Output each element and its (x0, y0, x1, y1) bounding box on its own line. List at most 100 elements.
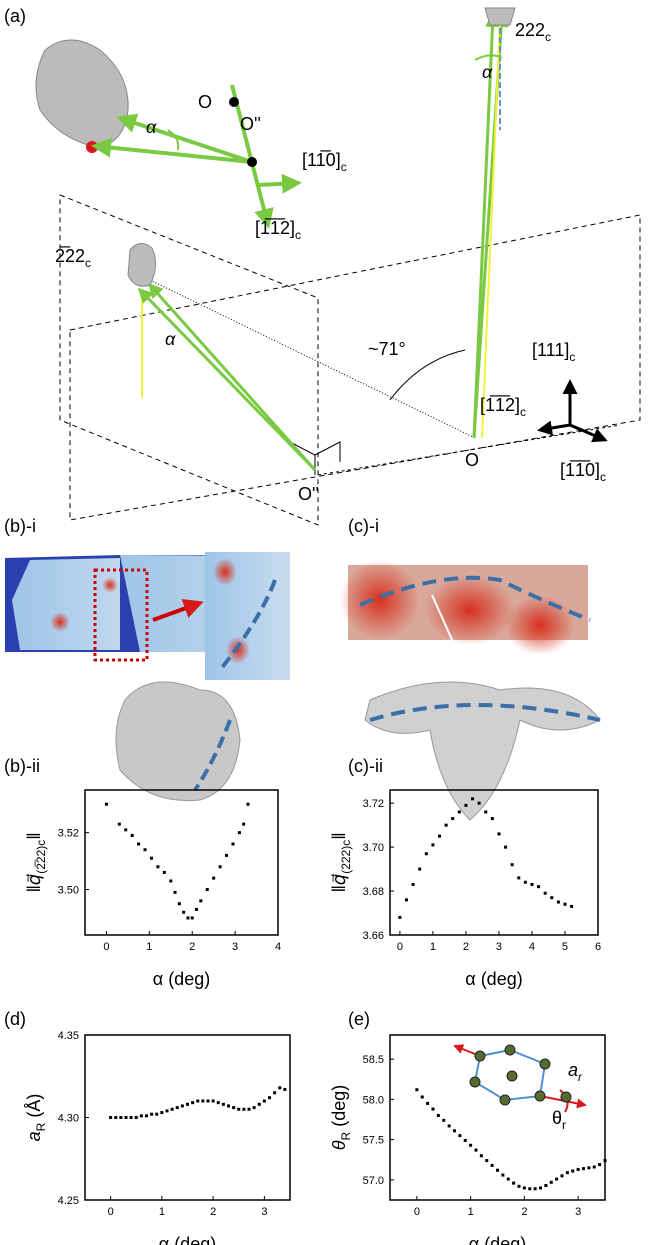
x-axis-label: α (deg) (469, 1234, 526, 1245)
label-text: [1̅1̅2] (255, 218, 295, 238)
point (445, 824, 448, 827)
point (186, 916, 189, 919)
y-tick-label: 58.5 (363, 1054, 384, 1066)
point (217, 1101, 220, 1104)
plane (60, 195, 318, 525)
point (278, 1086, 281, 1089)
point (225, 854, 228, 857)
label: [1̅1̅0]c (560, 460, 606, 484)
x-axis-label: α (deg) (153, 969, 210, 989)
atom (475, 1051, 485, 1061)
y-label-main: a (24, 1131, 44, 1141)
label-sub: c (341, 160, 347, 174)
point (561, 1174, 564, 1177)
x-tick-label: 0 (103, 941, 109, 953)
y-label-tail: (Å) (24, 1094, 44, 1123)
point (176, 1106, 179, 1109)
y-tick-label: 3.72 (363, 798, 384, 810)
label-sub: c (545, 30, 551, 44)
y-tick-label: 3.66 (363, 930, 384, 942)
point (517, 876, 520, 879)
point (130, 1116, 133, 1119)
y-tick-label: 57.0 (363, 1175, 384, 1187)
panel-label: (d) (4, 1009, 26, 1029)
point (174, 891, 177, 894)
point (437, 1114, 440, 1117)
point (219, 865, 222, 868)
y-axis-label: ‖q⃗(222)c‖ (329, 832, 353, 892)
point (511, 863, 514, 866)
x-tick-label: 1 (146, 941, 152, 953)
label: [1̅1̅2]c (255, 218, 301, 242)
point (539, 1186, 542, 1189)
label-text: 2̅22 (55, 246, 85, 266)
x-tick-label: 2 (521, 1206, 527, 1218)
point (550, 1181, 553, 1184)
point (201, 1100, 204, 1103)
dotted-line (150, 280, 475, 438)
point (268, 1096, 271, 1099)
point (570, 905, 573, 908)
point (145, 1114, 148, 1117)
point (426, 1102, 429, 1105)
point (524, 881, 527, 884)
point (577, 1168, 580, 1171)
label: O'' (240, 114, 261, 134)
point (485, 1159, 488, 1162)
point (491, 817, 494, 820)
point (550, 896, 553, 899)
point (242, 823, 245, 826)
point (171, 1108, 174, 1111)
point (206, 888, 209, 891)
point (484, 810, 487, 813)
panel-label: (a) (4, 6, 26, 26)
y-tick-label: 4.30 (58, 1113, 79, 1125)
crystal (128, 243, 156, 286)
y-tick-label: 57.5 (363, 1135, 384, 1147)
atom (535, 1091, 545, 1101)
right-angle (290, 442, 340, 475)
origin-point (247, 157, 257, 167)
y-tick-label: 58.0 (363, 1094, 384, 1106)
plot-frame (390, 790, 598, 935)
point (125, 1116, 128, 1119)
point (464, 804, 467, 807)
point (253, 1106, 256, 1109)
point (453, 1129, 456, 1132)
y-label-sub: R (34, 1122, 48, 1131)
point (283, 1088, 286, 1091)
atom (561, 1092, 571, 1102)
point (231, 843, 234, 846)
point (412, 883, 415, 886)
point (471, 797, 474, 800)
point (212, 877, 215, 880)
x-tick-label: 0 (108, 1206, 114, 1218)
y-tick-label: 3.70 (363, 842, 384, 854)
label-sub: c (520, 405, 526, 419)
point (227, 1104, 230, 1107)
x-tick-label: 3 (496, 941, 502, 953)
label: α (165, 329, 176, 349)
point (563, 903, 566, 906)
y-label-sub: R (339, 1131, 353, 1140)
point (191, 1101, 194, 1104)
point (237, 1108, 240, 1111)
y-label-main: θ (329, 1140, 349, 1150)
peak (340, 560, 420, 640)
x-tick-label: 2 (189, 941, 195, 953)
point (491, 1164, 494, 1167)
point (418, 868, 421, 871)
point (530, 883, 533, 886)
point (464, 1139, 467, 1142)
point (571, 1170, 574, 1173)
point (246, 803, 249, 806)
axis-arrow (258, 183, 298, 185)
point (598, 1163, 601, 1166)
point (593, 1166, 596, 1169)
point (169, 879, 172, 882)
wave-vector (140, 290, 315, 470)
point (518, 1185, 521, 1188)
panel-label: (b)-ii (4, 756, 40, 776)
point (398, 916, 401, 919)
point (207, 1100, 210, 1103)
